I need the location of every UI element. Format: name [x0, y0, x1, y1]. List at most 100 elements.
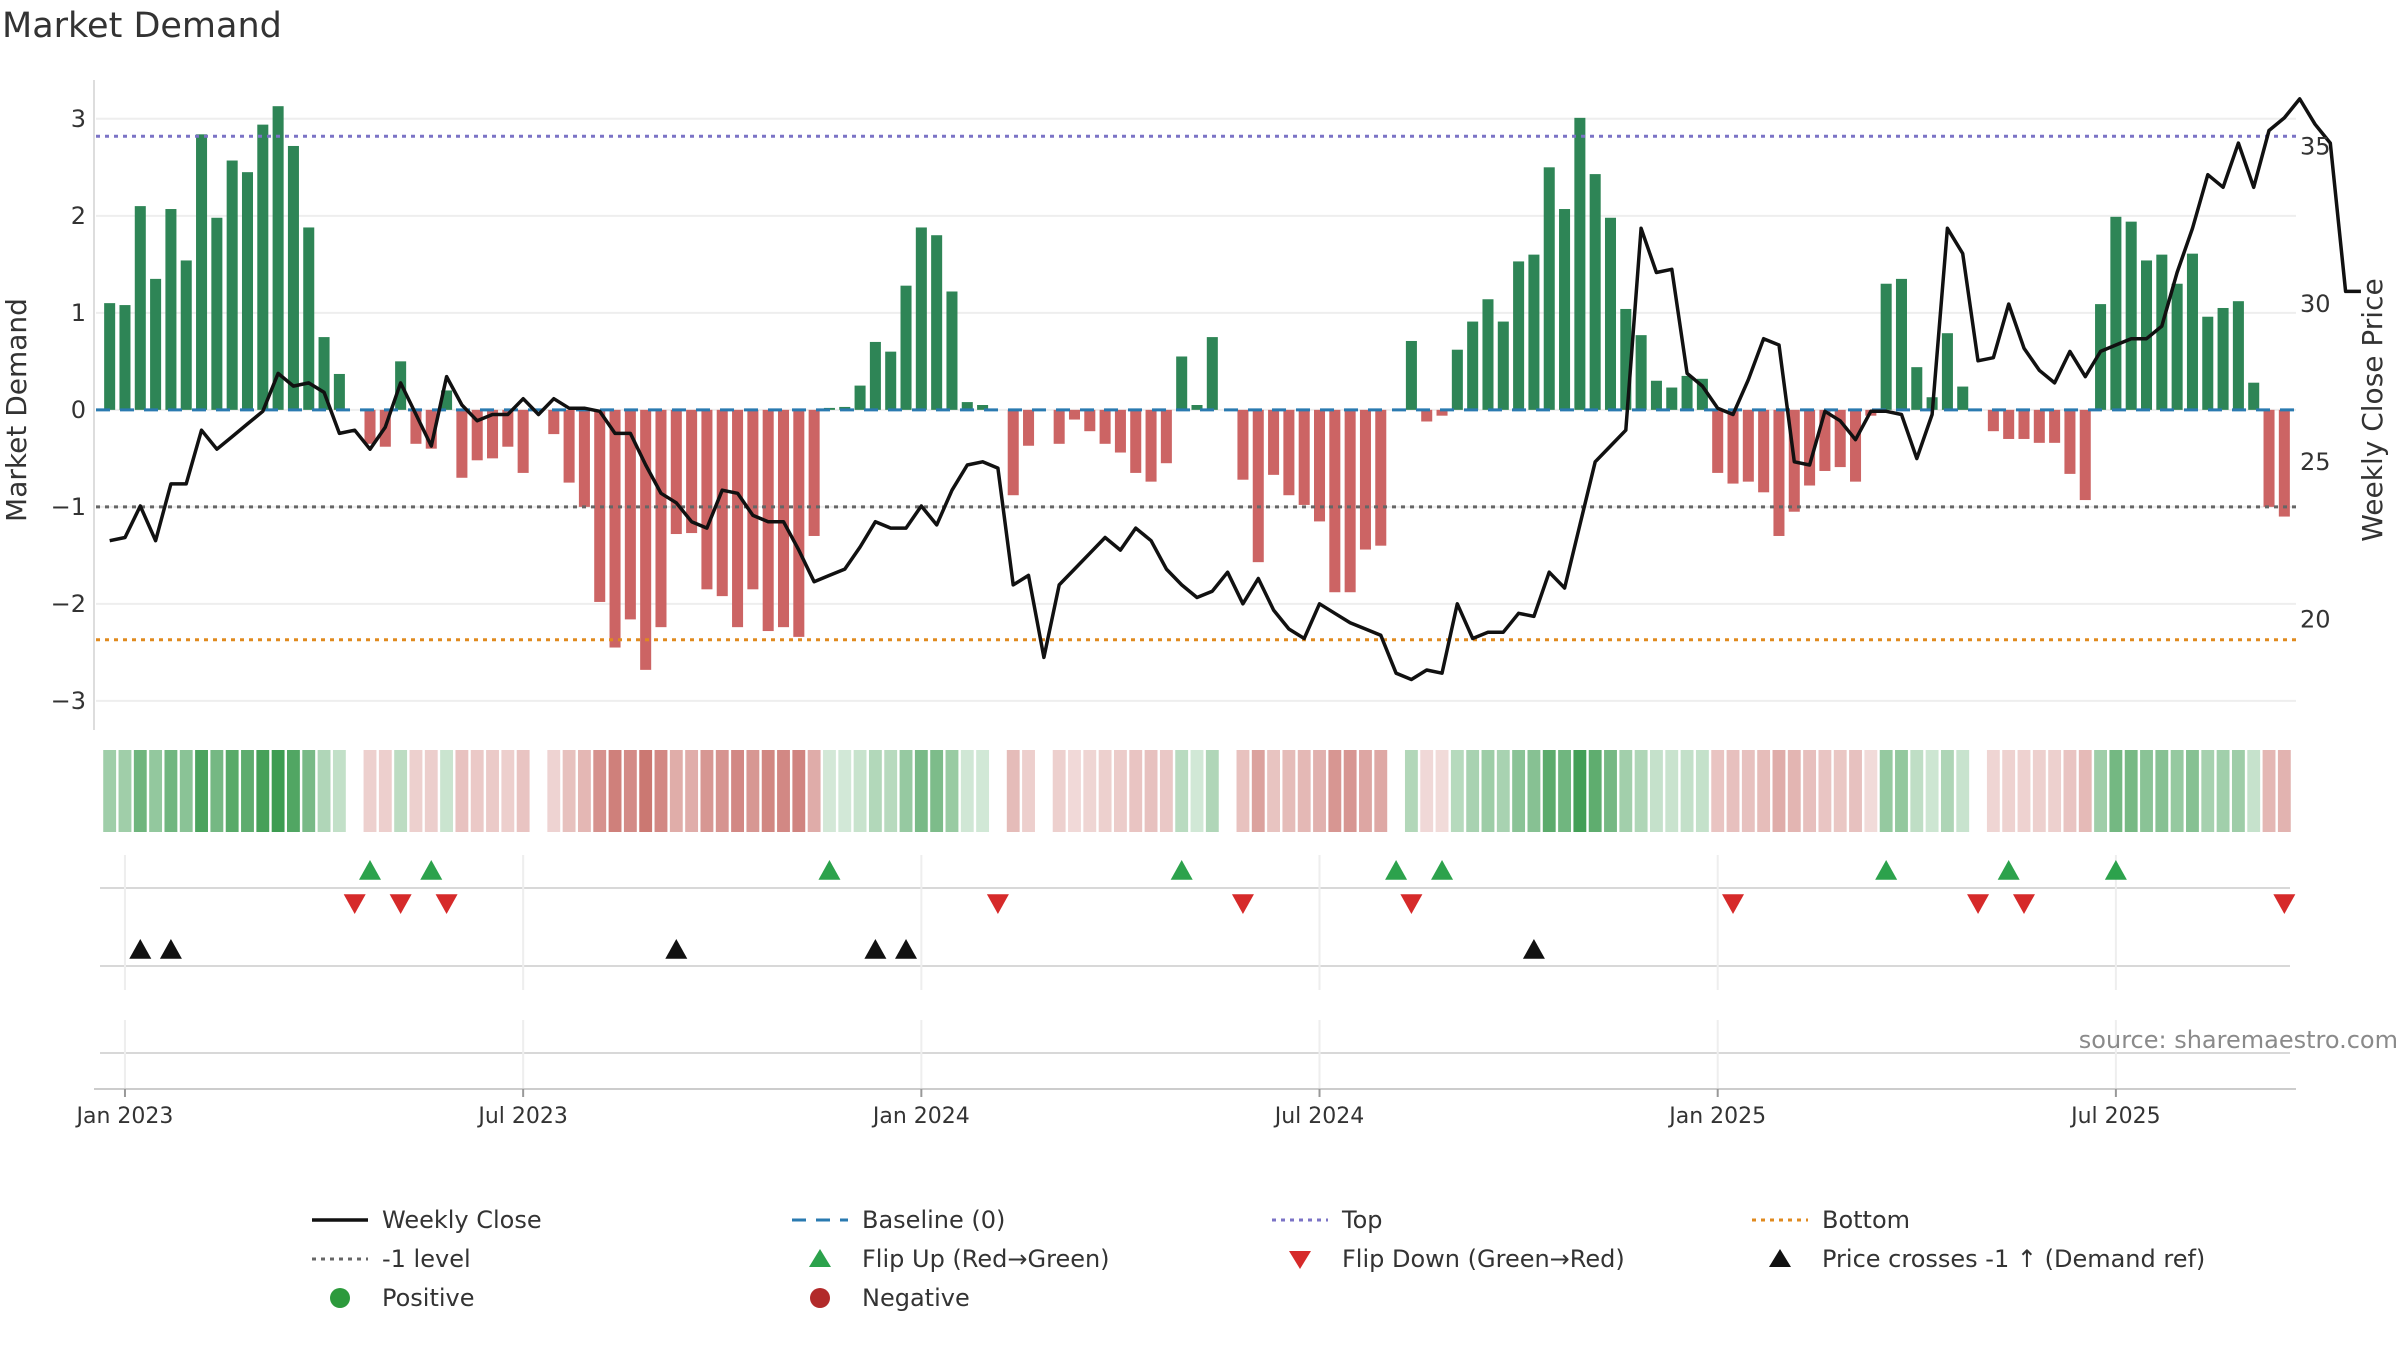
strip-cell — [746, 750, 760, 832]
strip-cell — [1711, 750, 1725, 832]
legend-swatch-flip-up — [790, 1241, 850, 1277]
demand-bar — [241, 172, 254, 410]
demand-bar — [119, 305, 131, 410]
strip-cell — [1466, 750, 1480, 832]
demand-bar — [425, 409, 437, 449]
strip-cell — [470, 750, 484, 832]
legend-item-bottom: Bottom — [1750, 1202, 1910, 1238]
demand-bar — [747, 409, 759, 590]
strip-cell — [685, 750, 699, 832]
demand-bar — [1513, 261, 1525, 410]
strip-cell — [2277, 750, 2291, 832]
demand-bar — [2202, 316, 2214, 410]
demand-bar — [946, 291, 958, 410]
demand-bar — [1712, 409, 1724, 473]
strip-cell — [516, 750, 530, 832]
price-cross-marker — [864, 939, 887, 959]
y-tick-label: 1 — [71, 299, 86, 327]
strip-cell — [777, 750, 790, 832]
demand-bar — [272, 106, 284, 410]
strip-cell — [1818, 750, 1832, 832]
strip-cell — [1313, 750, 1326, 832]
demand-bar — [441, 390, 453, 410]
strip-cell — [455, 750, 469, 832]
demand-bar — [410, 409, 422, 444]
strip-cell — [2247, 750, 2261, 832]
strip-cell — [332, 750, 346, 832]
flip-up-marker — [420, 860, 443, 880]
demand-bar — [1666, 387, 1678, 410]
strip-cell — [486, 750, 499, 832]
strip-cell — [1404, 750, 1418, 832]
price-cross-marker — [665, 939, 688, 959]
strip-cell — [608, 750, 622, 832]
demand-bar — [1237, 409, 1249, 480]
strip-cell — [2002, 750, 2016, 832]
legend-label: Flip Up (Red→Green) — [862, 1245, 1110, 1273]
demand-bar — [1895, 278, 1907, 410]
demand-bar — [1206, 337, 1218, 410]
legend-label: Price crosses -1 ↑ (Demand ref) — [1822, 1245, 2206, 1273]
strip-cell — [1328, 750, 1342, 832]
demand-bar — [2095, 304, 2107, 410]
strip-cell — [317, 750, 331, 832]
strip-cell — [761, 750, 775, 832]
strip-cell — [2124, 750, 2138, 832]
demand-bar — [1880, 283, 1892, 410]
flip-down-marker — [1400, 894, 1423, 914]
demand-bar — [1742, 409, 1754, 482]
demand-bar — [624, 409, 636, 620]
demand-bar — [2125, 221, 2137, 410]
strip-cell — [1144, 750, 1158, 832]
flip-up-marker — [1170, 860, 1193, 880]
demand-bar — [364, 409, 376, 444]
legend-item-positive: Positive — [310, 1280, 475, 1316]
strip-cell — [1558, 750, 1571, 832]
strip-cell — [1803, 750, 1817, 832]
demand-bar — [150, 278, 162, 410]
strip-cell — [1665, 750, 1679, 832]
strip-cell — [1129, 750, 1143, 832]
strip-cell — [2078, 750, 2092, 832]
strip-cell — [1113, 750, 1127, 832]
strip-cell — [1236, 750, 1250, 832]
price-cross-marker — [895, 939, 918, 959]
legend-item-flip-up: Flip Up (Red→Green) — [790, 1241, 1110, 1277]
strip-cell — [1083, 750, 1097, 832]
x-tick-label: Jul 2024 — [1273, 1104, 1365, 1129]
demand-bar — [1191, 405, 1203, 410]
strip-cell — [1634, 750, 1648, 832]
demand-bar — [793, 409, 805, 637]
demand-bar — [226, 160, 238, 410]
demand-bar — [1359, 409, 1371, 550]
strip-cell — [2048, 750, 2062, 832]
demand-bar — [1987, 409, 1999, 432]
strip-cell — [1787, 750, 1801, 832]
demand-bar — [2018, 409, 2030, 439]
demand-bar — [1497, 321, 1509, 410]
demand-bar — [104, 303, 116, 410]
y-right-tick-label: 20 — [2300, 606, 2331, 634]
demand-bar — [2110, 216, 2122, 410]
y-right-axis-label: Weekly Close Price — [2356, 278, 2389, 541]
demand-bar — [1681, 375, 1693, 410]
strip-cell — [2094, 750, 2107, 832]
demand-bar — [1574, 117, 1586, 410]
strip-cell — [1374, 750, 1388, 832]
strip-cell — [899, 750, 913, 832]
strip-cell — [1650, 750, 1663, 832]
demand-bar — [2232, 301, 2244, 410]
flip-up-marker — [818, 860, 841, 880]
strip-cell — [1864, 750, 1878, 832]
strip-cell — [2216, 750, 2230, 832]
demand-bar — [777, 409, 790, 628]
legend-swatch-negative — [790, 1280, 850, 1316]
demand-bar — [1099, 409, 1111, 444]
legend-label: Weekly Close — [382, 1206, 542, 1234]
strip-cell — [302, 750, 316, 832]
demand-bar — [1344, 409, 1356, 593]
demand-bar — [2263, 409, 2275, 507]
demand-bar — [517, 409, 529, 473]
